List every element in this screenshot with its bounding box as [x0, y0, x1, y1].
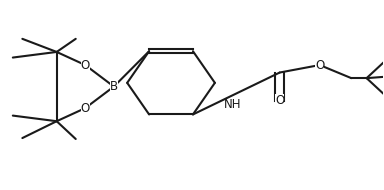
Text: O: O [275, 94, 284, 107]
Text: O: O [81, 59, 90, 72]
Text: O: O [81, 102, 90, 115]
Text: B: B [110, 80, 118, 93]
Text: O: O [315, 59, 324, 72]
Text: NH: NH [224, 98, 241, 111]
